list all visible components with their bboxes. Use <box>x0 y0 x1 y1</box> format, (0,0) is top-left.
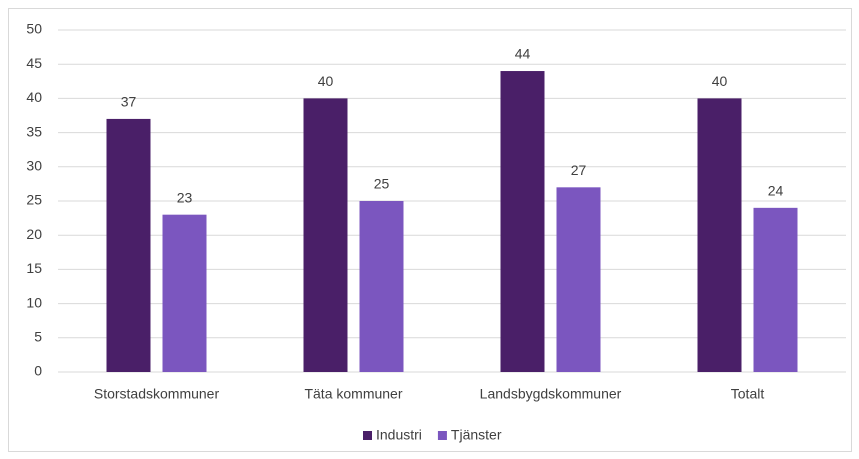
bar <box>556 187 601 372</box>
y-tick-label: 10 <box>26 294 42 310</box>
legend-label: Industri <box>376 427 422 443</box>
y-tick-label: 50 <box>26 21 42 37</box>
y-tick-label: 45 <box>26 55 42 71</box>
data-label: 24 <box>768 183 784 199</box>
data-label: 40 <box>318 73 334 89</box>
data-label: 44 <box>515 46 531 62</box>
y-tick-label: 15 <box>26 260 42 276</box>
legend-label: Tjänster <box>451 427 502 443</box>
legend-swatch <box>363 431 372 440</box>
bar <box>162 214 207 372</box>
y-tick-label: 5 <box>34 329 42 345</box>
bar <box>697 98 742 373</box>
bar <box>753 207 798 372</box>
data-label: 27 <box>571 162 587 178</box>
data-label: 23 <box>177 189 193 205</box>
y-tick-label: 25 <box>26 192 42 208</box>
y-tick-label: 35 <box>26 123 42 139</box>
y-tick-label: 30 <box>26 158 42 174</box>
data-label: 37 <box>121 94 137 110</box>
bar <box>106 118 151 372</box>
y-tick-label: 0 <box>34 363 42 379</box>
x-tick-label: Täta kommuner <box>304 386 402 402</box>
data-label: 25 <box>374 176 390 192</box>
legend-swatch <box>437 431 447 440</box>
x-tick-label: Totalt <box>731 386 765 402</box>
x-tick-label: Storstadskommuner <box>94 386 220 402</box>
bar <box>303 98 348 373</box>
bar <box>359 201 404 372</box>
y-tick-label: 40 <box>26 89 42 105</box>
data-label: 40 <box>712 73 728 89</box>
x-tick-label: Landsbygdskommuner <box>480 386 622 402</box>
bar <box>500 71 545 372</box>
y-tick-label: 20 <box>26 226 42 242</box>
